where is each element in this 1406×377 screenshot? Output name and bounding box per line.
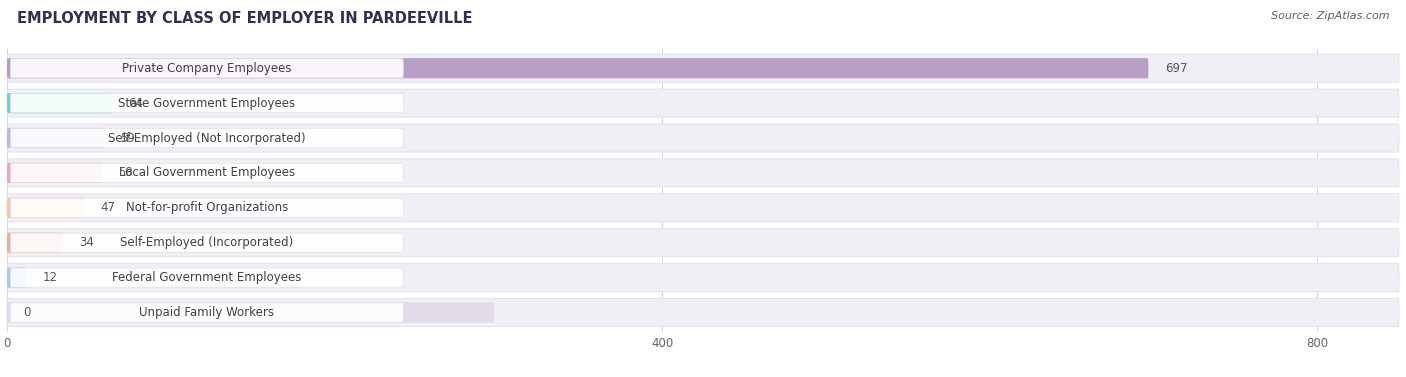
FancyBboxPatch shape	[7, 194, 1399, 222]
Text: 34: 34	[79, 236, 94, 249]
Text: 59: 59	[120, 132, 135, 144]
FancyBboxPatch shape	[7, 128, 104, 148]
Text: 12: 12	[44, 271, 58, 284]
Text: Self-Employed (Not Incorporated): Self-Employed (Not Incorporated)	[108, 132, 305, 144]
FancyBboxPatch shape	[7, 302, 495, 323]
Text: Local Government Employees: Local Government Employees	[118, 166, 295, 179]
FancyBboxPatch shape	[7, 89, 1399, 117]
Text: 0: 0	[24, 306, 31, 319]
FancyBboxPatch shape	[7, 268, 27, 288]
Text: 64: 64	[128, 97, 143, 110]
FancyBboxPatch shape	[7, 124, 1399, 152]
FancyBboxPatch shape	[10, 163, 404, 182]
Text: 47: 47	[100, 201, 115, 215]
Text: Private Company Employees: Private Company Employees	[122, 62, 291, 75]
FancyBboxPatch shape	[7, 198, 84, 218]
Text: State Government Employees: State Government Employees	[118, 97, 295, 110]
FancyBboxPatch shape	[10, 58, 404, 78]
Text: Unpaid Family Workers: Unpaid Family Workers	[139, 306, 274, 319]
Text: 697: 697	[1164, 62, 1187, 75]
Text: EMPLOYMENT BY CLASS OF EMPLOYER IN PARDEEVILLE: EMPLOYMENT BY CLASS OF EMPLOYER IN PARDE…	[17, 11, 472, 26]
FancyBboxPatch shape	[7, 229, 1399, 257]
FancyBboxPatch shape	[10, 233, 404, 252]
FancyBboxPatch shape	[10, 268, 404, 287]
FancyBboxPatch shape	[10, 198, 404, 218]
FancyBboxPatch shape	[7, 264, 1399, 292]
FancyBboxPatch shape	[10, 93, 404, 113]
Text: 58: 58	[118, 166, 134, 179]
FancyBboxPatch shape	[7, 159, 1399, 187]
FancyBboxPatch shape	[7, 233, 63, 253]
FancyBboxPatch shape	[7, 163, 103, 183]
FancyBboxPatch shape	[7, 299, 1399, 326]
Text: Source: ZipAtlas.com: Source: ZipAtlas.com	[1271, 11, 1389, 21]
Text: Federal Government Employees: Federal Government Employees	[112, 271, 301, 284]
FancyBboxPatch shape	[7, 54, 1399, 82]
Text: Not-for-profit Organizations: Not-for-profit Organizations	[125, 201, 288, 215]
FancyBboxPatch shape	[7, 58, 1149, 78]
FancyBboxPatch shape	[10, 129, 404, 148]
FancyBboxPatch shape	[7, 93, 112, 113]
Text: Self-Employed (Incorporated): Self-Employed (Incorporated)	[120, 236, 294, 249]
FancyBboxPatch shape	[10, 303, 404, 322]
